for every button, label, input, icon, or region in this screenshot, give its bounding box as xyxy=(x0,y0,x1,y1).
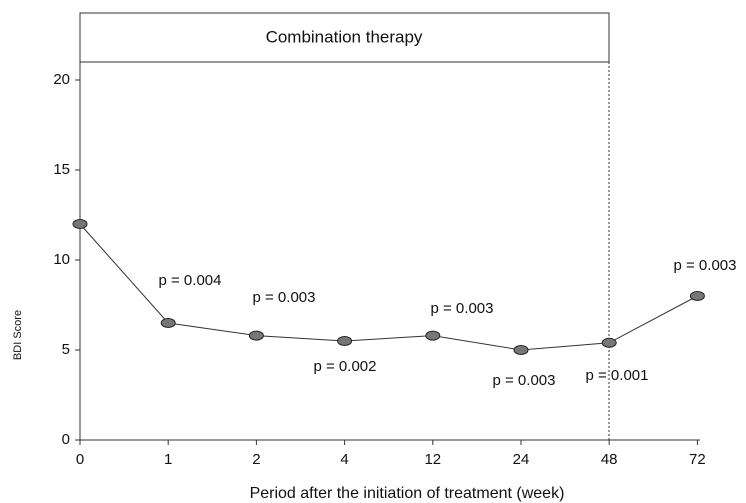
x-tick-label: 2 xyxy=(252,451,260,468)
y-tick-label: 15 xyxy=(53,161,70,178)
x-tick-label: 0 xyxy=(76,451,84,468)
p-value-annotation: p = 0.003 xyxy=(253,289,316,306)
p-value-annotation: p = 0.003 xyxy=(493,372,556,389)
p-value-annotation: p = 0.003 xyxy=(431,300,494,317)
data-point xyxy=(337,336,353,346)
y-tick-label: 10 xyxy=(53,251,70,268)
y-tick-label: 5 xyxy=(62,341,70,358)
p-value-annotation: p = 0.002 xyxy=(314,358,377,375)
therapy-box xyxy=(79,12,610,63)
x-tick-label: 48 xyxy=(601,451,618,468)
data-point xyxy=(248,330,264,341)
x-tick-label: 4 xyxy=(340,451,348,468)
x-tick-label: 1 xyxy=(164,451,172,468)
p-value-annotation: p = 0.004 xyxy=(159,272,222,289)
data-point xyxy=(72,219,88,229)
data-point xyxy=(689,291,705,301)
data-point xyxy=(425,330,441,341)
data-point xyxy=(513,345,529,355)
box-label: Combination therapy xyxy=(266,27,423,46)
p-value-annotation: p = 0.003 xyxy=(674,257,737,274)
x-tick-label: 24 xyxy=(513,451,530,468)
x-tick-label: 12 xyxy=(424,451,441,468)
y-tick-label: 0 xyxy=(62,431,70,448)
p-value-annotation: p = 0.001 xyxy=(586,367,649,384)
data-line xyxy=(79,223,698,351)
data-point xyxy=(160,318,176,328)
x-axis-label: Period after the initiation of treatment… xyxy=(250,485,565,502)
data-point xyxy=(601,337,617,348)
y-tick-label: 20 xyxy=(53,71,70,88)
y-axis-label: BDI Score xyxy=(12,310,24,360)
x-tick-label: 72 xyxy=(689,451,706,468)
